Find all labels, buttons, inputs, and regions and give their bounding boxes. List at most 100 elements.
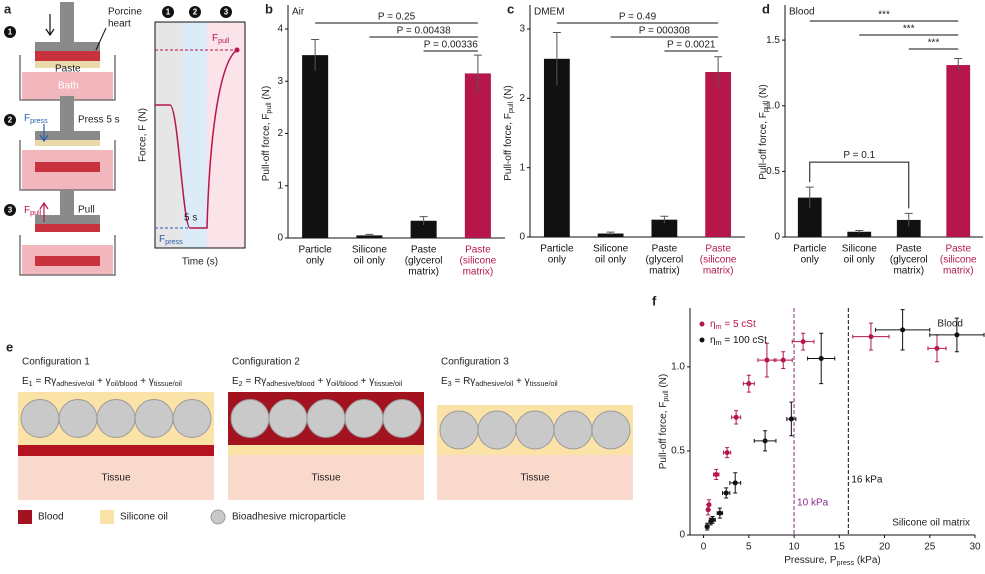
subscript: pull [264,102,273,114]
step-badge [4,26,16,38]
subscript: pull [761,101,770,113]
y-tick-label: 2 [277,128,283,139]
annotation: Silicone oil matrix [892,518,970,529]
layer [35,140,100,146]
layer [35,224,100,232]
bar [543,58,570,238]
legend-label: Bioadhesive microparticle [232,512,346,523]
data-point [704,524,710,530]
panel-letter: f [652,293,657,308]
error-bar [660,215,669,224]
x-tick-label: Silicone [352,245,387,256]
x-tick-label: 25 [924,542,936,553]
subscript: tissue/oil [154,379,182,388]
subscript: adhesive/oil [56,379,94,388]
text-part: (N) [503,85,514,102]
chart-title: DMEM [534,7,565,18]
x-axis-label: Pressure, Ppress (kPa) [784,555,881,567]
rod [60,2,74,42]
y-tick-label: 1.0 [671,361,685,372]
blood-film [18,445,214,456]
step-badge [4,204,16,216]
phase-2 [183,22,207,248]
plate [35,42,100,51]
reference-label: 16 kPa [851,475,883,486]
x-tick-label: Particle [298,245,332,256]
error-bar [855,229,864,234]
microparticle [382,399,422,438]
bar [302,55,329,238]
layer [35,162,100,172]
x-tick-label: Particle [540,244,574,255]
bar [597,233,624,237]
peak [234,47,240,53]
x-tick-label: matrix) [649,266,680,277]
step-number: 1 [166,8,171,17]
label: Porcine [108,7,142,18]
text-part: Pull-off force, F [261,114,272,182]
force-label: Fpull [212,33,230,45]
container [19,235,116,276]
tissue-label: Tissue [101,473,131,484]
x-tick-label: 30 [969,542,981,553]
microparticle [134,399,174,438]
legend-swatch [210,509,226,525]
panel-letter: e [6,339,13,354]
microparticle [58,399,98,438]
text-part: = Rγ [452,376,476,387]
panel-letter: d [762,1,770,16]
text-part: = 100 cSt [722,335,768,346]
error-bar [714,56,723,88]
text-part: (kPa) [854,555,881,566]
text-part: + γ [315,376,331,387]
bracket [809,161,910,209]
legend-label: Silicone oil [120,512,168,523]
data-point [732,480,738,486]
text-part: + γ [513,376,529,387]
x-tick-label: 10 [788,542,800,553]
data-point [954,332,960,338]
error-bar [954,58,963,72]
significance: *** [878,10,890,21]
bar [896,219,921,237]
axis-label: Force, F (N) [138,108,149,162]
data-point [706,502,712,508]
step-badge [162,6,174,18]
text-part: Pull-off force, F [758,112,769,180]
data-point [764,357,770,363]
arrow [39,201,49,222]
x-tick-label: (silicone [940,255,977,266]
text-part: (N) [658,374,669,391]
bar [651,219,678,237]
significance: P = 0.25 [378,12,416,23]
x-tick-label: oil only [354,256,385,267]
significance: P = 0.49 [619,12,657,23]
subscript: 1 [29,379,33,388]
x-tick-label: 15 [834,542,846,553]
subscript: pull [506,102,515,114]
microparticle [172,399,212,438]
tissue [228,455,424,500]
error-bar [365,233,374,237]
reference-label: 10 kPa [797,498,829,509]
tissue-label: Tissue [520,473,550,484]
data-point [717,510,723,516]
data-point [762,438,768,444]
x-tick-label: 20 [879,542,891,553]
x-tick-label: (glycerol [405,256,443,267]
annotation: Blood [937,319,963,330]
x-tick-label: Paste [465,245,491,256]
microparticle [344,399,384,438]
panel-letter: b [265,1,273,16]
x-tick-label: Silicone [842,244,877,255]
x-tick-label: 5 [746,542,752,553]
data-point [713,471,719,477]
y-tick-label: 0.5 [671,446,685,457]
text-part: η [710,319,716,330]
chart-title: Blood [789,7,815,18]
x-tick-label: oil only [595,255,626,266]
equation: E1 = Rγadhesive/oil + γoil/blood + γtiss… [22,376,182,388]
subscript: adhesive/oil [475,379,513,388]
legend-swatch [100,510,114,524]
x-tick-label: Paste [705,244,731,255]
